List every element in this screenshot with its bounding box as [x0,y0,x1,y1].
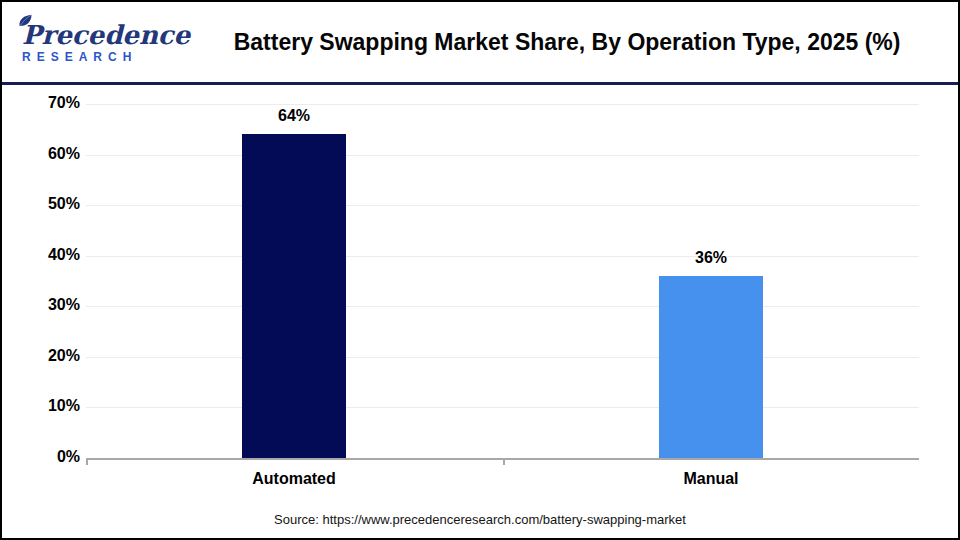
logo-subtext: RESEARCH [22,51,190,63]
x-axis-category-label: Manual [621,470,801,488]
y-axis-tick-label: 70% [2,94,80,112]
y-axis-tick-label: 20% [2,347,80,365]
x-axis-tick [503,458,505,465]
logo-wordmark: Precedence [22,22,190,48]
source-note: Source: https://www.precedenceresearch.c… [2,512,958,527]
gridline [86,104,919,105]
gridline [86,155,919,156]
gridline [86,205,919,206]
gridline [86,357,919,358]
y-axis-tick-label: 60% [2,145,80,163]
leaf-icon [18,14,33,29]
y-axis-tick-label: 50% [2,195,80,213]
gridline [86,306,919,307]
y-axis-tick-label: 10% [2,397,80,415]
chart-header: Precedence RESEARCH Battery Swapping Mar… [2,2,958,85]
x-axis-tick [86,458,88,465]
bar-chart-plot-area: 0% 10% 20% 30% 40% 50% 60% 70% 64% Automated 36% Ma… [2,85,958,536]
bar-manual [659,276,763,458]
y-axis-tick-label: 30% [2,296,80,314]
brand-logo: Precedence RESEARCH [2,22,190,63]
y-axis-tick-label: 0% [2,448,80,466]
x-axis-category-label: Automated [204,470,384,488]
bar-value-label: 64% [234,107,354,125]
chart-card: Precedence RESEARCH Battery Swapping Mar… [0,0,960,540]
chart-title: Battery Swapping Market Share, By Operat… [190,29,958,56]
bar-value-label: 36% [651,249,771,267]
bar-automated [242,134,346,458]
gridline [86,407,919,408]
gridline [86,256,919,257]
y-axis-tick-label: 40% [2,246,80,264]
